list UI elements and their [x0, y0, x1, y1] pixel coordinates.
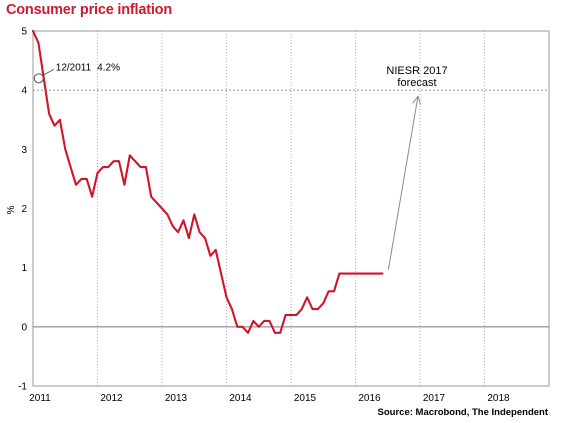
- marker-circle: [33, 73, 44, 84]
- x-tick-label: 2015: [294, 393, 317, 404]
- forecast-arrow-head: [412, 95, 422, 105]
- x-tick-label: 2016: [358, 393, 381, 404]
- x-tick-label: 2012: [100, 393, 123, 404]
- forecast-label-line2: forecast: [397, 77, 436, 89]
- x-tick-label: 2018: [487, 393, 510, 404]
- series-layer: [31, 29, 384, 334]
- y-axis-label: %: [6, 205, 17, 214]
- marker-leader-line: [42, 68, 54, 76]
- grid-layer: [32, 30, 550, 387]
- cpi-series-line: [31, 29, 384, 334]
- chart-title: Consumer price inflation: [6, 2, 172, 18]
- x-tick-label: 2017: [423, 393, 446, 404]
- forecast-label-line1: NIESR 2017: [386, 65, 447, 77]
- y-tick-label: -1: [18, 382, 27, 393]
- y-tick-label: 4: [21, 86, 27, 97]
- source-note: Source: Macrobond, The Independent: [377, 407, 548, 418]
- x-tick-label: 2014: [229, 393, 252, 404]
- y-tick-label: 5: [21, 27, 27, 38]
- y-tick-label: 0: [21, 322, 27, 333]
- x-tick-label: 2013: [165, 393, 188, 404]
- forecast-arrow-line: [387, 96, 419, 270]
- y-tick-label: 3: [21, 145, 27, 156]
- y-tick-label: 1: [21, 263, 27, 274]
- marker-label: 12/2011 4.2%: [56, 62, 120, 73]
- x-tick-label: 2011: [29, 393, 51, 404]
- y-tick-label: 2: [21, 204, 27, 215]
